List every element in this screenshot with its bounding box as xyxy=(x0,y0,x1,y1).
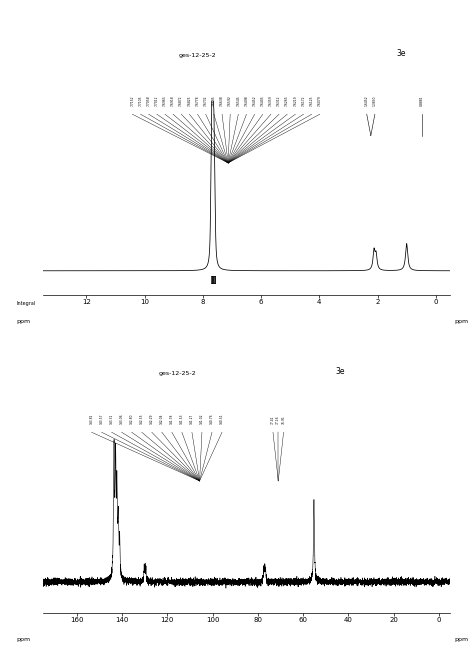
Text: 7.6219: 7.6219 xyxy=(293,96,297,106)
Text: 7.7152: 7.7152 xyxy=(130,96,134,106)
Text: 7.6172: 7.6172 xyxy=(301,96,306,106)
Text: 143.06: 143.06 xyxy=(119,414,124,424)
Text: 7.6359: 7.6359 xyxy=(269,95,273,106)
Text: 3e: 3e xyxy=(336,367,345,376)
Text: 143.31: 143.31 xyxy=(109,414,114,424)
Text: 140.51: 140.51 xyxy=(220,414,224,424)
Text: 3e: 3e xyxy=(397,49,406,58)
Text: 76.91: 76.91 xyxy=(282,416,285,424)
Text: ppm: ppm xyxy=(455,319,468,324)
Text: 7.7105: 7.7105 xyxy=(138,96,143,106)
Text: 7.6825: 7.6825 xyxy=(187,96,191,106)
Text: 141.27: 141.27 xyxy=(190,414,194,424)
Text: 1.6452: 1.6452 xyxy=(365,96,369,106)
Text: 77.41: 77.41 xyxy=(271,416,275,424)
Text: 142.29: 142.29 xyxy=(150,414,154,424)
Text: 7.6079: 7.6079 xyxy=(318,95,322,106)
Text: 142.80: 142.80 xyxy=(130,414,134,424)
Text: 142.04: 142.04 xyxy=(160,414,164,424)
Text: 7.6265: 7.6265 xyxy=(285,95,289,106)
Text: 7.6592: 7.6592 xyxy=(228,95,232,106)
Text: 140.76: 140.76 xyxy=(210,414,214,424)
Text: 143.82: 143.82 xyxy=(90,414,93,424)
Text: ppm: ppm xyxy=(16,319,30,324)
Text: 77.16: 77.16 xyxy=(276,416,280,424)
Text: 7.6405: 7.6405 xyxy=(261,95,265,106)
Text: ges-12-25-2: ges-12-25-2 xyxy=(179,53,216,58)
Text: 7.6778: 7.6778 xyxy=(196,96,200,106)
Text: 7.7012: 7.7012 xyxy=(155,96,159,106)
Text: 142.55: 142.55 xyxy=(140,414,144,424)
Text: Integral: Integral xyxy=(16,300,36,306)
Text: 0.8881: 0.8881 xyxy=(420,96,424,106)
Text: 7.7058: 7.7058 xyxy=(146,96,151,106)
Text: 7.6125: 7.6125 xyxy=(310,96,314,106)
Text: 7.6638: 7.6638 xyxy=(220,96,224,106)
Text: 1.3830: 1.3830 xyxy=(373,96,377,106)
Text: 7.6312: 7.6312 xyxy=(277,96,281,106)
Text: ges-12-25-2: ges-12-25-2 xyxy=(158,371,196,376)
Text: 141.78: 141.78 xyxy=(170,414,174,424)
Text: ppm: ppm xyxy=(16,637,30,642)
Text: 141.02: 141.02 xyxy=(200,414,204,424)
Text: 7.6498: 7.6498 xyxy=(245,96,248,106)
Text: 7.6918: 7.6918 xyxy=(171,96,175,106)
Text: 7.6732: 7.6732 xyxy=(204,96,208,106)
Text: 141.53: 141.53 xyxy=(180,414,184,424)
Text: 7.6545: 7.6545 xyxy=(237,95,240,106)
Text: 143.57: 143.57 xyxy=(100,414,104,424)
Text: 7.6965: 7.6965 xyxy=(163,95,167,106)
Text: 7.6452: 7.6452 xyxy=(253,96,256,106)
Text: 7.6872: 7.6872 xyxy=(179,96,183,106)
Text: ppm: ppm xyxy=(455,637,468,642)
Text: 7.6685: 7.6685 xyxy=(212,95,216,106)
